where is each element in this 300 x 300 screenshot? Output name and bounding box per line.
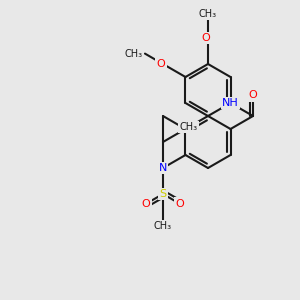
Text: O: O: [142, 199, 151, 209]
Text: S: S: [159, 189, 167, 199]
Text: N: N: [159, 163, 167, 173]
Text: NH: NH: [222, 98, 239, 108]
Text: O: O: [176, 199, 184, 209]
Text: CH₃: CH₃: [179, 122, 197, 132]
Text: O: O: [157, 59, 165, 69]
Text: O: O: [202, 33, 210, 43]
Text: CH₃: CH₃: [125, 49, 143, 58]
Text: O: O: [249, 90, 257, 100]
Text: CH₃: CH₃: [154, 221, 172, 231]
Text: CH₃: CH₃: [199, 9, 217, 19]
